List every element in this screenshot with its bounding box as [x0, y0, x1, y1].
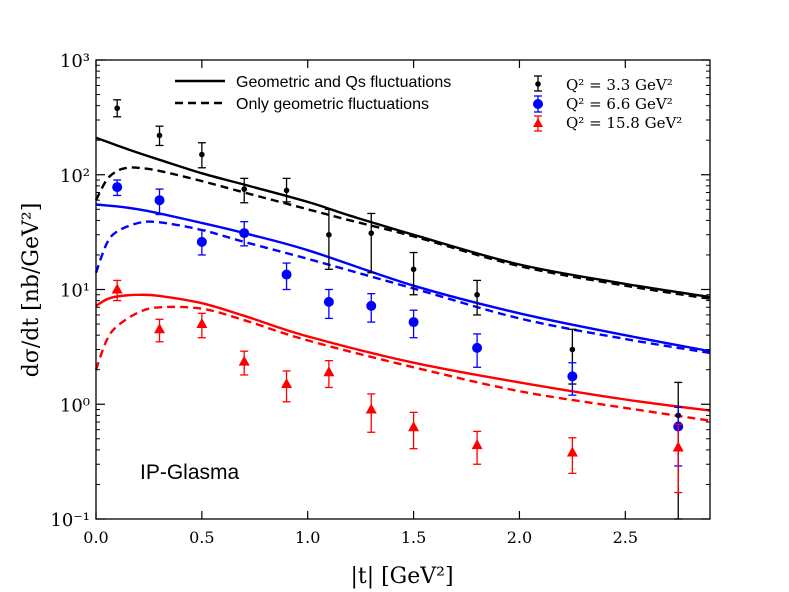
marker-triangle [281, 378, 293, 389]
x-tick-label: 0.0 [83, 528, 108, 547]
data-point-circle [112, 179, 123, 197]
x-tick-label: 2.5 [613, 528, 638, 547]
y-tick-label: 10⁰ [60, 395, 90, 416]
marker-triangle [471, 439, 483, 450]
legend-label-q2-6-6: Q² = 6.6 GeV² [566, 95, 673, 113]
marker-dot [283, 187, 290, 194]
curve-geometric-1 [94, 166, 711, 300]
marker-circle [472, 342, 483, 353]
y-tick-label: 10² [60, 166, 90, 187]
legend-solid-line-label: Geometric and Qs fluctuations [236, 74, 451, 91]
legend-data: Q² = 3.3 GeV² Q² = 6.6 GeV² Q² = 15.8 Ge… [533, 75, 682, 132]
data-point-triangle [365, 393, 377, 433]
data-point-dot [367, 212, 376, 274]
y-tick-label: 10¹ [60, 281, 90, 302]
data-point-triangle [111, 279, 123, 302]
data-point-circle [281, 262, 292, 291]
data-point-triangle [281, 370, 293, 403]
y-tick-label: 10³ [60, 51, 90, 72]
axis-ticks: 0.0 0.5 1.0 1.5 2.0 2.5 10⁻¹ 10⁰ 10¹ 10² 10³ [50, 51, 710, 547]
data-point-circle [196, 229, 207, 256]
marker-triangle [196, 318, 208, 329]
data-point-triangle [238, 350, 250, 376]
marker-circle [112, 182, 123, 193]
x-axis-label: |t| [GeV²] [350, 564, 453, 589]
legend-lines: Geometric and Qs fluctuations Only geome… [175, 74, 451, 113]
curve-geometric-3 [94, 220, 711, 355]
x-tick-label: 2.0 [507, 528, 532, 547]
marker-triangle [154, 323, 166, 334]
data-point-circle [366, 293, 377, 323]
y-axis-label: dσ/dt [nb/GeV²] [19, 203, 44, 378]
marker-triangle [323, 366, 335, 377]
marker-dot [156, 132, 163, 139]
marker-triangle [238, 355, 250, 366]
marker-triangle [408, 421, 420, 432]
data-point-triangle [471, 430, 483, 465]
legend-label-q2-15-8: Q² = 15.8 GeV² [566, 114, 682, 132]
legend-dashed-line-label: Only geometric fluctuations [236, 96, 429, 113]
marker-dot [114, 105, 120, 112]
marker-dot [326, 231, 332, 238]
data-point-circle [567, 362, 578, 396]
data-point-triangle [154, 318, 166, 343]
x-tick-label: 1.5 [401, 528, 426, 547]
data-point-triangle [566, 437, 578, 474]
marker-triangle [672, 441, 684, 452]
y-tick-label: 10⁻¹ [50, 510, 90, 531]
marker-dot [241, 186, 248, 192]
marker-dot [569, 346, 576, 353]
ip-glasma-annotation: IP-Glasma [140, 461, 240, 484]
marker-circle [567, 371, 578, 382]
legend-label-q2-3-3: Q² = 3.3 GeV² [566, 76, 673, 94]
marker-dot [474, 291, 480, 298]
data-point-circle [154, 188, 165, 216]
marker-dot [199, 151, 205, 158]
marker-dot [368, 230, 375, 236]
data-point-dot [282, 177, 291, 203]
data-point-circle [408, 309, 419, 339]
data-point-circle [323, 288, 334, 320]
data-point-dot [155, 125, 164, 147]
curve-geometric-qs-2 [95, 203, 711, 353]
marker-circle [239, 228, 250, 239]
marker-triangle [111, 283, 123, 294]
data-point-circle [472, 333, 483, 368]
curve-geometric-qs-0 [95, 136, 711, 299]
data-point-dot [113, 99, 122, 118]
data-point-triangle [196, 312, 208, 339]
marker-circle [196, 236, 207, 247]
x-tick-label: 0.5 [189, 528, 214, 547]
data-point-dot [240, 177, 249, 204]
marker-circle [154, 195, 165, 206]
data-point-dot [409, 251, 418, 296]
x-tick-label: 1.0 [295, 528, 320, 547]
marker-circle [323, 296, 334, 307]
marker-circle [366, 300, 377, 311]
marker-triangle [566, 446, 578, 457]
data-point-dot [324, 208, 333, 270]
data-points [111, 99, 684, 520]
legend-marker-q2-15-8 [533, 115, 543, 132]
data-point-dot [473, 279, 482, 316]
marker-circle [281, 269, 292, 280]
marker-dot [410, 266, 417, 273]
legend-marker-q2-6-6 [533, 95, 543, 113]
data-point-triangle [408, 411, 420, 450]
marker-triangle [365, 403, 377, 414]
marker-circle [408, 317, 419, 328]
data-point-triangle [672, 423, 684, 494]
curve-geometric-5 [94, 305, 711, 422]
legend-marker-q2-3-3 [534, 75, 542, 92]
data-point-dot [197, 142, 206, 169]
data-point-circle [239, 221, 250, 247]
data-point-triangle [323, 359, 335, 389]
